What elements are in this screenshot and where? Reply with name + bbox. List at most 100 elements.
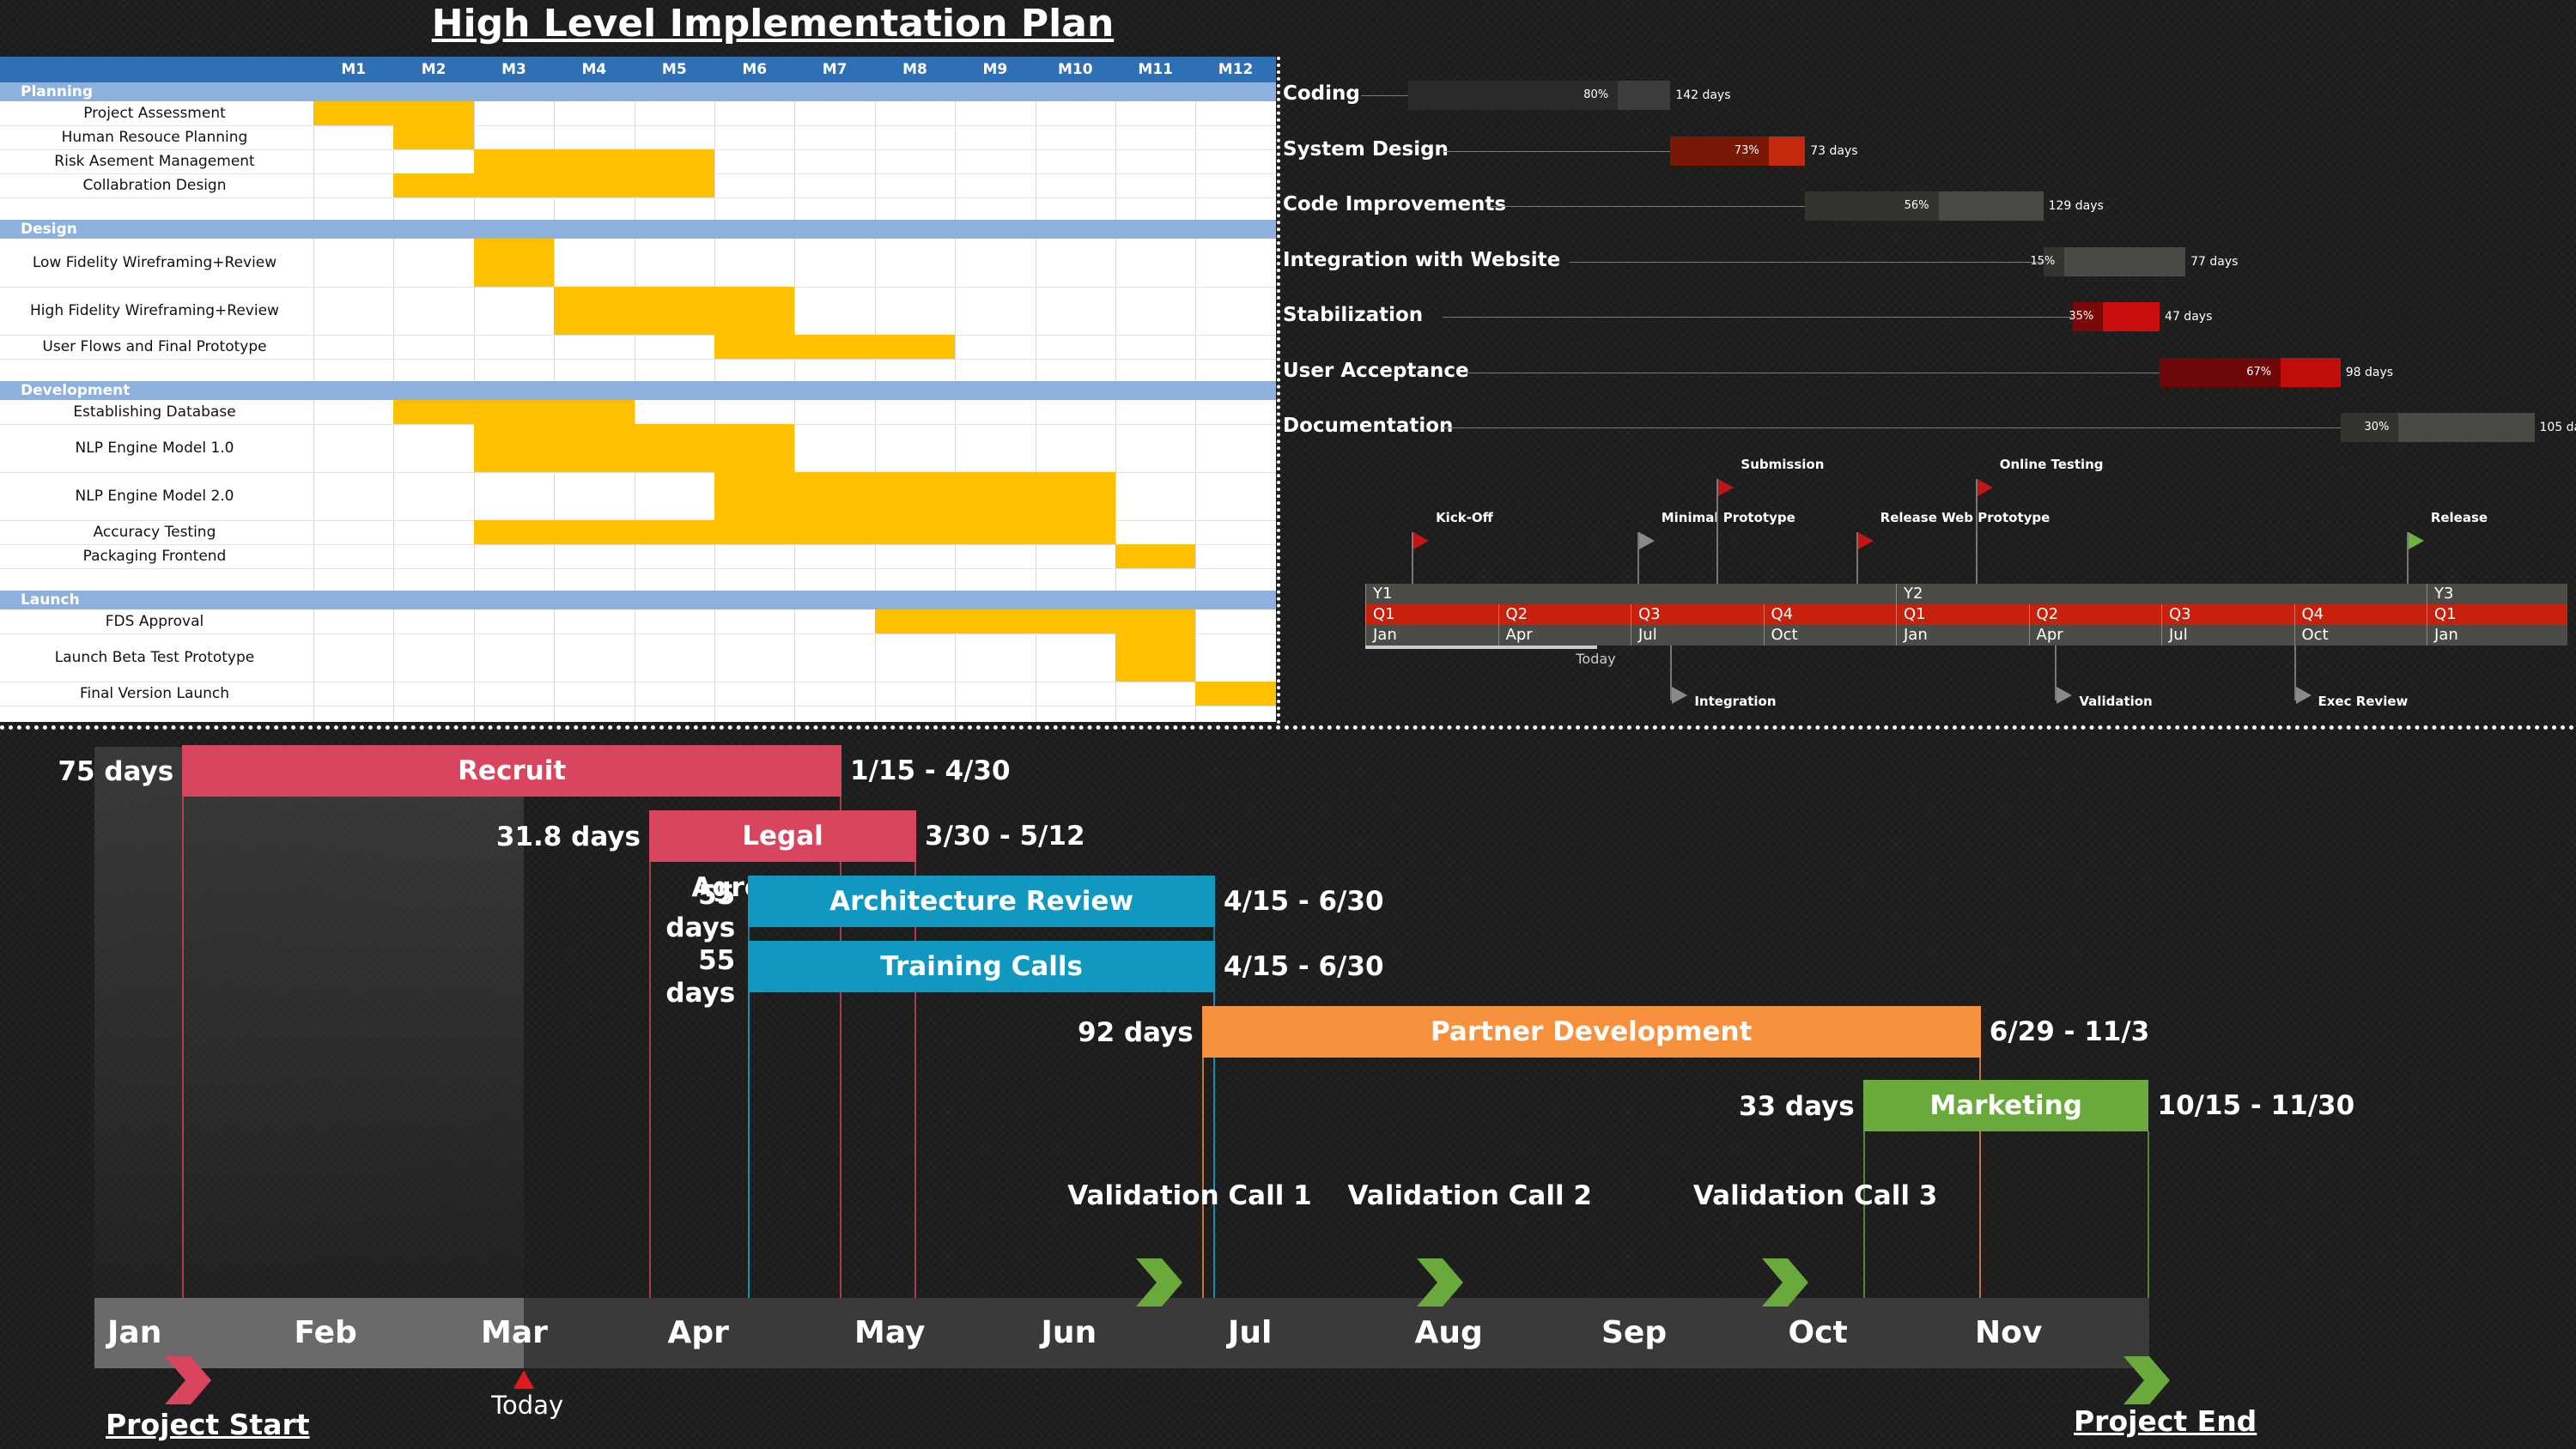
month-header-m6: M6 [742, 61, 768, 78]
month-label: Apr [1498, 625, 1631, 646]
quarter-label: Q1 [1896, 604, 2029, 625]
task-bar [393, 125, 474, 149]
task-date-range: 4/15 - 6/30 [1224, 886, 1384, 917]
task-label: Human Resouce Planning [61, 129, 248, 146]
project-end-chevron-icon [2123, 1356, 2170, 1404]
quarter-label: Q3 [2161, 604, 2294, 625]
milestone-flag [1413, 532, 1430, 549]
task-bar: Partner Development [1201, 1006, 1981, 1058]
section-header: Launch [0, 591, 1276, 609]
milestone-pole [1975, 479, 1978, 584]
progress-days-label: 47 days [2165, 310, 2213, 324]
task-start-guide-line [748, 992, 750, 1298]
progress-bar-complete [2073, 302, 2104, 331]
progress-bar-complete [1408, 81, 1619, 110]
month-axis-label: Aug [1414, 1315, 1483, 1350]
task-bar [473, 520, 1115, 544]
milestone-pole [1670, 646, 1673, 700]
task-bar [874, 609, 1196, 634]
progress-task-label: Integration with Website [1283, 248, 1561, 271]
milestone-flag [1672, 687, 1688, 704]
task-bar [393, 173, 714, 197]
task-bar [473, 149, 714, 173]
milestone-label: Exec Review [2318, 694, 2409, 709]
month-header-m12: M12 [1218, 61, 1254, 78]
validation-call-label: Validation Call 2 [1347, 1180, 1592, 1211]
task-bar [714, 472, 1115, 520]
quarter-label: Q4 [2293, 604, 2427, 625]
milestone-label: Online Testing [1999, 457, 2104, 472]
task-bar [554, 287, 795, 335]
task-duration-label: 33 days [1738, 1091, 1855, 1122]
month-label: Jan [1365, 625, 1498, 646]
milestone-flag [1977, 479, 1993, 496]
progress-bar-complete [2340, 413, 2399, 442]
month-axis-label: Feb [294, 1315, 357, 1350]
task-label: Risk Asement Management [54, 153, 255, 170]
milestone-flag [1638, 532, 1655, 549]
task-end-guide-line [914, 862, 916, 1298]
task-label: FDS Approval [105, 613, 204, 630]
milestone-flag [2295, 687, 2312, 704]
progress-percent-label: 30% [2364, 421, 2390, 433]
task-duration-label: 55 days [665, 945, 736, 1009]
task-start-guide-line [648, 862, 651, 1298]
task-bar [1195, 682, 1276, 706]
progress-percent-label: 35% [2069, 310, 2094, 323]
progress-leader-line [1442, 317, 2073, 318]
progress-bar: 30% [2340, 413, 2535, 442]
horizontal-separator [0, 725, 2576, 730]
task-label: NLP Engine Model 2.0 [75, 488, 234, 505]
progress-bar-complete [1805, 191, 1939, 221]
progress-percent-label: 15% [2030, 254, 2056, 268]
section-label: Design [21, 221, 77, 238]
grid-column-line [794, 82, 796, 722]
row-divider [0, 359, 1276, 360]
month-header-m9: M9 [982, 61, 1008, 78]
task-label: Project Assessment [83, 105, 226, 122]
section-header: Development [0, 381, 1276, 400]
grid-column-line [955, 82, 957, 722]
milestone-pole [1716, 479, 1719, 584]
year-label: Y3 [2427, 584, 2560, 604]
progress-leader-line [1488, 206, 1806, 207]
progress-task-label: Documentation [1283, 415, 1454, 437]
task-bar: Legal Agreements [648, 810, 916, 903]
task-label: Collabration Design [82, 177, 227, 194]
row-divider [0, 335, 1276, 336]
progress-bar: 80% [1408, 81, 1671, 110]
progress-days-label: 77 days [2190, 254, 2239, 269]
month-header-m4: M4 [581, 61, 607, 78]
task-bar [393, 400, 635, 424]
validation-call-label: Validation Call 1 [1067, 1180, 1312, 1211]
progress-days-label: 73 days [1810, 143, 1858, 158]
task-bar: Training Calls [748, 941, 1215, 992]
year-row: Y1 Y2 Y3 [1365, 584, 2567, 604]
month-header-row [0, 57, 1276, 82]
quarter-row: Q1 Q2 Q3 Q4 Q1 Q2 Q3 Q4 Q1 [1365, 604, 2567, 625]
month-header-m2: M2 [421, 61, 447, 78]
task-duration-label: 92 days [1078, 1017, 1194, 1048]
month-header-m3: M3 [501, 61, 526, 78]
task-bar [714, 335, 956, 359]
task-duration-label: 31.8 days [495, 822, 641, 852]
month-axis-label: Oct [1788, 1315, 1848, 1350]
quarter-label: Q3 [1631, 604, 1764, 625]
validation-chevron-icon [1136, 1258, 1183, 1307]
month-axis-label: Apr [667, 1315, 729, 1350]
progress-task-label: User Acceptance [1283, 359, 1469, 382]
validation-call-label: Validation Call 3 [1692, 1180, 1938, 1211]
task-label: Accuracy Testing [93, 524, 216, 541]
row-divider [0, 125, 1276, 126]
today-label: Today [491, 1391, 564, 1420]
month-label: Oct [2293, 625, 2427, 646]
milestone-pole [2406, 532, 2409, 584]
task-bar [1115, 544, 1196, 568]
task-bar: Marketing [1862, 1080, 2149, 1131]
task-end-guide-line [1213, 992, 1215, 1298]
progress-leader-line [1442, 427, 2341, 428]
today-progress-line [1365, 646, 1598, 649]
progress-percent-label: 73% [1734, 143, 1759, 157]
progress-days-label: 105 days [2539, 421, 2576, 434]
progress-bar-complete [1670, 136, 1769, 166]
